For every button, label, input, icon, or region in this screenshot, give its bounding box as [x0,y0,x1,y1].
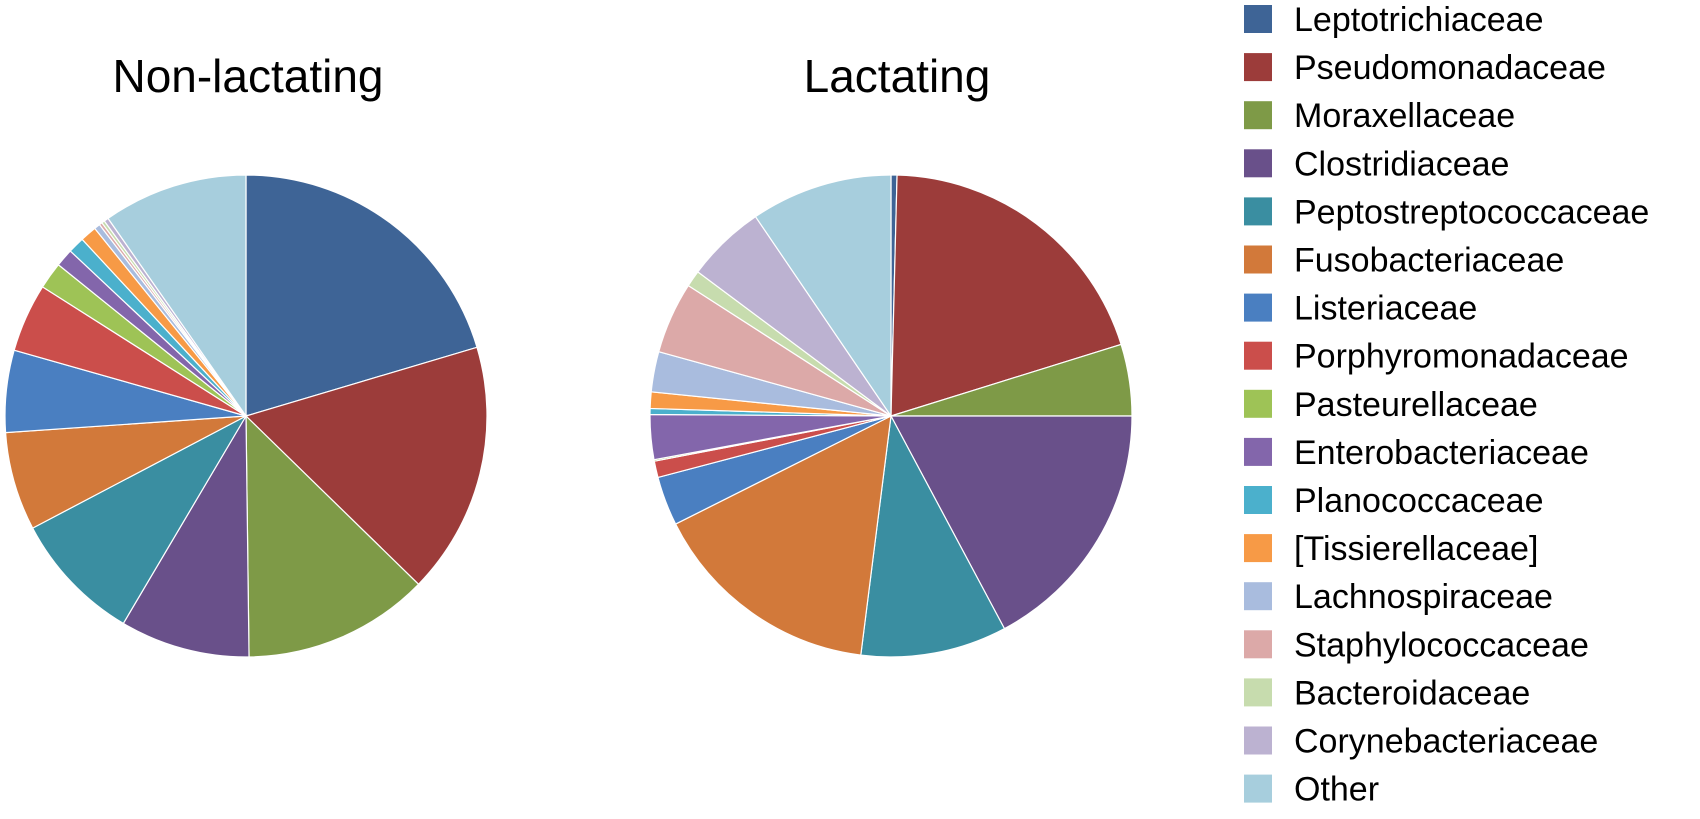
legend-swatch-staphylococcaceae [1244,630,1272,659]
legend-swatch-clostridiaceae [1244,149,1272,178]
legend-label-enterobacteriaceae: Enterobacteriaceae [1294,434,1589,472]
pie-lactating: Lactating [649,50,1133,658]
legend-swatch-lachnospiraceae [1244,582,1272,611]
pie-slice-non-lactating-clostridiaceae [122,413,250,658]
pie-slice-non-lactating-leptotrichiaceae [245,174,478,417]
legend-swatch-fusobacteriaceae [1244,245,1272,274]
legend-label-staphylococcaceae: Staphylococcaceae [1294,626,1589,664]
pie-slice-lactating-peptostreptococcaceae [860,414,1006,658]
legend-swatch-bacteroidaceae [1244,678,1272,707]
legend-item: Pseudomonadaceae [1244,49,1606,87]
legend-item: Lachnospiraceae [1244,578,1553,616]
legend-label-porphyromonadaceae: Porphyromonadaceae [1294,338,1629,376]
pie-slice-non-lactating-moraxellaceae [245,414,420,658]
legend-item: Porphyromonadaceae [1244,338,1629,376]
pie-slice-lactating-other [754,174,892,418]
legend-label-leptotrichiaceae: Leptotrichiaceae [1294,1,1544,39]
pie-slices-lactating [649,174,1133,658]
legend-label-other: Other [1294,771,1379,809]
legend-label-clostridiaceae: Clostridiaceae [1294,145,1509,183]
legend-label-moraxellaceae: Moraxellaceae [1294,97,1515,135]
legend-label-planococcaceae: Planococcaceae [1294,482,1544,520]
legend-item: Corynebacteriaceae [1244,723,1598,761]
legend-item: Planococcaceae [1244,482,1544,520]
pie-slice-lactating-pseudomonadaceae [890,174,1122,417]
pie-title-lactating: Lactating [804,50,991,102]
legend-swatch-pasteurellaceae [1244,389,1272,418]
legend-item: Peptostreptococcaceae [1244,193,1649,231]
legend-item: Moraxellaceae [1244,97,1515,135]
legend-swatch-moraxellaceae [1244,101,1272,130]
pie-slice-non-lactating-other [107,174,247,418]
legend-item: Pasteurellaceae [1244,386,1538,424]
legend-swatch-porphyromonadaceae [1244,341,1272,370]
legend-swatch-planococcaceae [1244,486,1272,514]
legend-swatch-corynebacteriaceae [1244,726,1272,755]
legend: Leptotrichiaceae Pseudomonadaceae Moraxell… [1244,1,1649,809]
pie-slice-non-lactating-pseudomonadaceae [244,346,488,586]
pie-slice-lactating-fusobacteriaceae [674,414,892,656]
legend-item: Staphylococcaceae [1244,626,1589,664]
legend-label-lachnospiraceae: Lachnospiraceae [1294,578,1553,616]
legend-label-bacteroidaceae: Bacteroidaceae [1294,674,1530,712]
legend-swatch-enterobacteriaceae [1244,437,1272,466]
legend-item: Listeriaceae [1244,290,1477,328]
pie-slices-non-lactating [4,174,488,658]
legend-label-peptostreptococcaceae: Peptostreptococcaceae [1294,193,1649,231]
legend-item: Bacteroidaceae [1244,674,1530,712]
legend-item: Enterobacteriaceae [1244,434,1589,472]
pie-title-non-lactating: Non-lactating [112,50,383,102]
legend-label-pseudomonadaceae: Pseudomonadaceae [1294,49,1606,87]
legend-swatch-peptostreptococcaceae [1244,197,1272,226]
legend-label-fusobacteriaceae: Fusobacteriaceae [1294,242,1564,280]
legend-swatch-pseudomonadaceae [1244,53,1272,82]
legend-swatch-leptotrichiaceae [1244,5,1272,33]
legend-item: Clostridiaceae [1244,145,1509,183]
legend-item: Leptotrichiaceae [1244,1,1544,39]
legend-label-tissierellaceae: [Tissierellaceae] [1294,530,1538,568]
legend-label-listeriaceae: Listeriaceae [1294,290,1477,328]
legend-label-pasteurellaceae: Pasteurellaceae [1294,386,1538,424]
legend-item: [Tissierellaceae] [1244,530,1538,568]
pie-slice-non-lactating-peptostreptococcaceae [31,414,248,625]
legend-swatch-listeriaceae [1244,293,1272,322]
legend-swatch-other [1244,774,1272,803]
legend-swatch-tissierellaceae [1244,534,1272,563]
legend-label-corynebacteriaceae: Corynebacteriaceae [1294,723,1598,761]
pie-slice-lactating-clostridiaceae [889,415,1133,630]
pie-non-lactating: Non-lactating [4,50,488,658]
legend-item: Fusobacteriaceae [1244,242,1564,280]
legend-item: Other [1244,771,1379,809]
